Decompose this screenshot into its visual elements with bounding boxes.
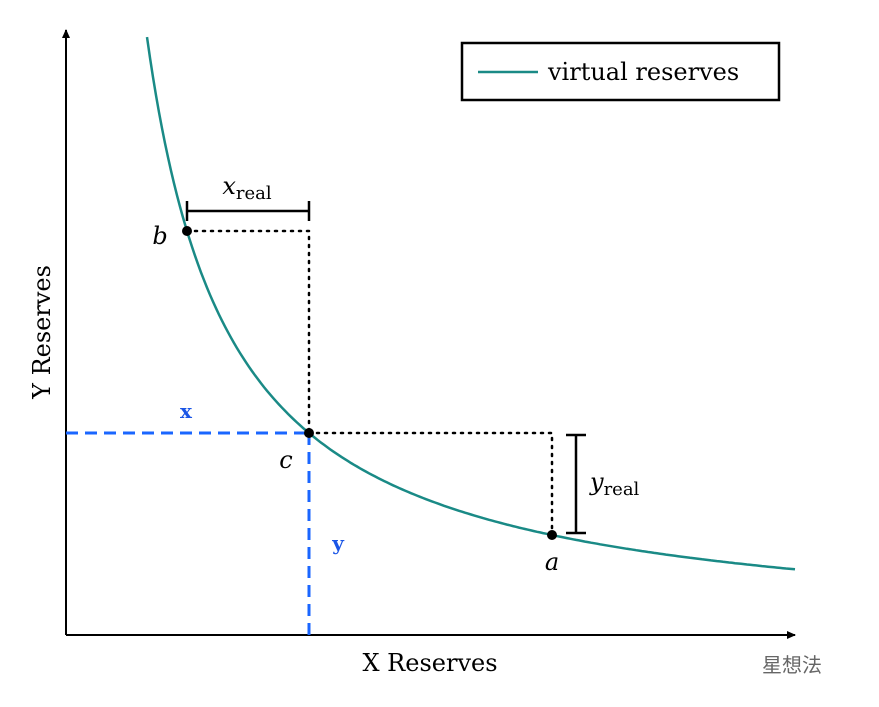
virtual-x-label: x: [180, 399, 193, 423]
point-c: [304, 428, 314, 438]
guide-a: [307, 431, 554, 537]
guide-b: [185, 229, 311, 435]
subscript: real: [604, 479, 640, 500]
virtual-reserves-curve: [145, 36, 796, 571]
point-a: [547, 530, 557, 540]
y-axis-label: Y Reserves: [28, 265, 56, 400]
virtual-y-label: y: [331, 531, 345, 555]
legend-box: [460, 41, 781, 102]
point-b-label: b: [152, 222, 167, 250]
legend-label: virtual reserves: [547, 58, 739, 86]
point-c-label: c: [279, 446, 292, 474]
y-real-label: yreal: [589, 468, 640, 500]
symbol: y: [589, 468, 604, 496]
virtual-guides: [66, 431, 311, 635]
x-real-label: xreal: [222, 172, 272, 204]
subscript: real: [236, 183, 272, 204]
x-axis-label: X Reserves: [362, 649, 497, 677]
x-real-bracket: [185, 201, 311, 221]
point-b: [182, 226, 192, 236]
symbol: x: [222, 172, 236, 200]
point-a-label: a: [545, 548, 559, 576]
guides: [185, 229, 554, 537]
y-real-bracket: [566, 433, 586, 535]
watermark: 星想法: [762, 653, 822, 677]
